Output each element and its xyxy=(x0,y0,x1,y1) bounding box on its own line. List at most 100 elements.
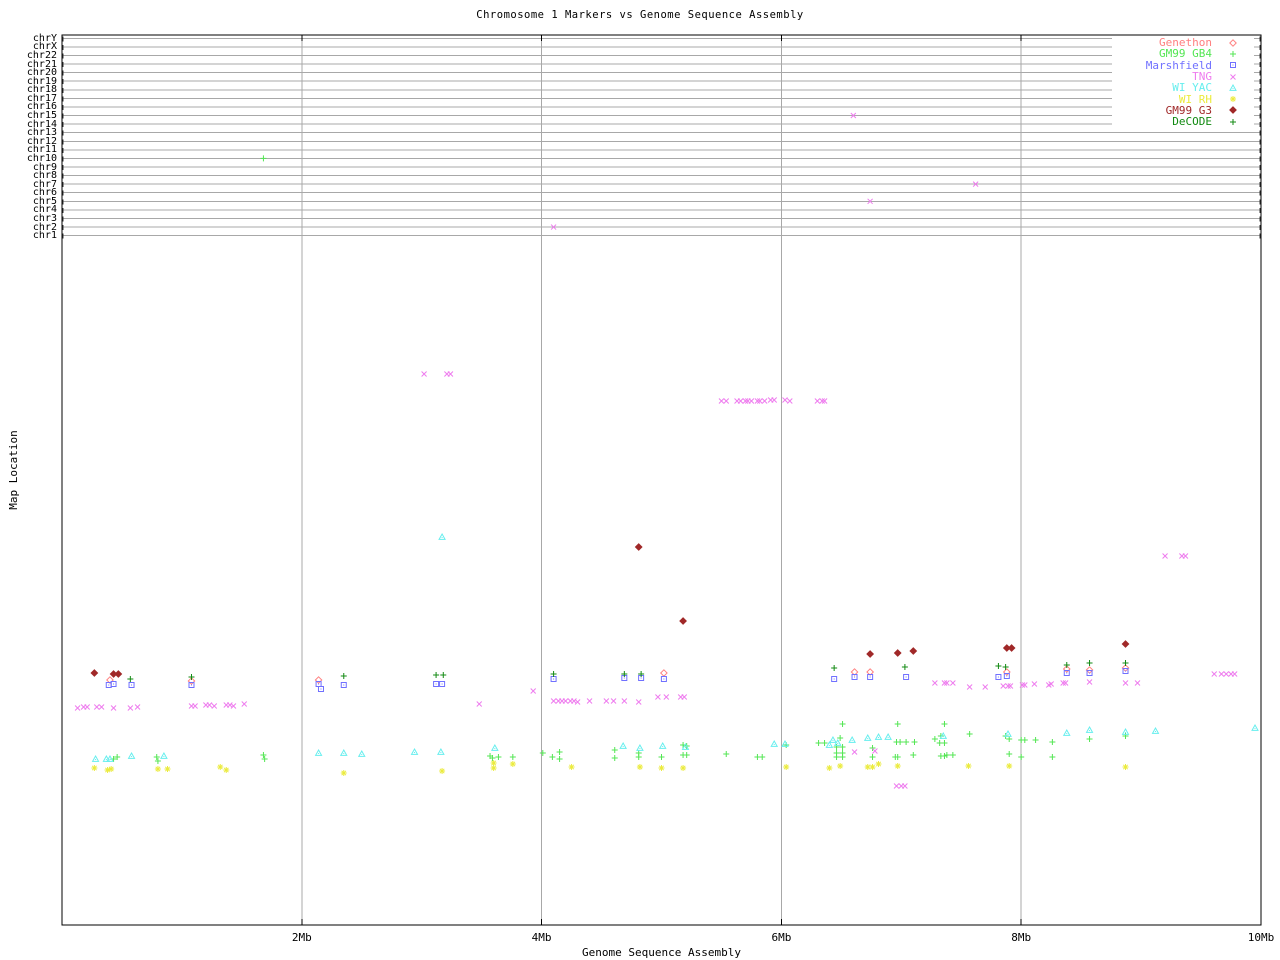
marker-cross xyxy=(206,702,213,708)
marker-cross xyxy=(663,694,670,700)
marker-triangle-open xyxy=(658,741,667,749)
marker-asterisk xyxy=(1006,763,1013,769)
marker-square-open-dot xyxy=(995,674,1002,680)
marker-cross xyxy=(786,398,793,404)
marker-diamond-fill xyxy=(1007,644,1016,652)
marker-cross xyxy=(574,699,581,705)
legend-row: Genethon xyxy=(1112,37,1254,48)
marker-cross xyxy=(610,698,617,704)
marker-cross xyxy=(1007,683,1014,689)
marker-plus xyxy=(759,754,766,760)
marker-triangle-open xyxy=(160,751,168,759)
legend-row: Marshfield xyxy=(1112,60,1254,71)
marker-triangle-open xyxy=(1085,725,1094,733)
chromosome-label-chrY: chrY xyxy=(32,32,57,44)
chromosome-label-chr4: chr4 xyxy=(32,204,57,216)
marker-square-open-dot xyxy=(1063,670,1070,676)
marker-square-open-dot xyxy=(105,682,112,688)
marker-diamond-open xyxy=(659,669,668,677)
marker-cross xyxy=(821,398,828,404)
marker-square-open-dot xyxy=(188,682,195,688)
marker-asterisk xyxy=(894,763,901,769)
legend-label: WI YAC xyxy=(1172,81,1212,95)
marker-square-open-dot xyxy=(128,682,135,688)
marker-plus xyxy=(966,731,973,737)
marker-plus xyxy=(903,739,910,745)
marker-cross xyxy=(893,783,900,789)
marker-triangle-open xyxy=(339,748,348,756)
chromosome-label-chr6: chr6 xyxy=(32,187,57,199)
marker-diamond-open xyxy=(1062,665,1071,673)
marker-cross xyxy=(550,224,557,230)
marker-cross xyxy=(1005,683,1011,689)
marker-diamond-fill xyxy=(866,650,875,658)
marker-square-open-dot xyxy=(660,676,667,682)
marker-triangle-open xyxy=(357,749,366,757)
marker-square-open-dot xyxy=(1122,668,1129,674)
marker-square-open-dot xyxy=(867,674,874,680)
marker-diamond-open xyxy=(314,676,323,684)
legend-row: WI YAC xyxy=(1112,82,1254,93)
marker-plus xyxy=(941,721,948,727)
marker-cross xyxy=(737,398,744,404)
chromosome-label-chr16: chr16 xyxy=(26,101,57,113)
marker-diamond-fill xyxy=(893,649,902,657)
marker-asterisk xyxy=(91,765,98,771)
marker-diamond-open xyxy=(866,668,875,676)
marker-triangle-open xyxy=(681,742,690,750)
marker-asterisk xyxy=(864,764,871,770)
chromosome-label-chr11: chr11 xyxy=(26,144,57,156)
marker-triangle-open xyxy=(939,731,948,739)
marker-plus xyxy=(611,755,618,761)
marker-cross xyxy=(754,398,761,404)
marker-diamond-open xyxy=(850,668,859,676)
marker-plus xyxy=(833,754,840,760)
marker-plus xyxy=(1230,118,1236,125)
marker-cross xyxy=(819,398,826,404)
chromosome-label-chr18: chr18 xyxy=(26,84,57,96)
marker-plus xyxy=(837,735,844,741)
marker-diamond-fill xyxy=(114,670,123,678)
marker-cross xyxy=(748,398,755,404)
marker-cross xyxy=(944,680,950,686)
chromosome-label-chr8: chr8 xyxy=(32,170,57,182)
marker-cross xyxy=(211,703,218,709)
marker-cross xyxy=(1223,671,1230,677)
marker-asterisk xyxy=(875,761,882,767)
marker-cross xyxy=(447,371,454,377)
marker-plus xyxy=(621,671,628,677)
marker-diamond-open xyxy=(1229,38,1237,47)
marker-cross xyxy=(562,698,569,704)
marker-plus xyxy=(1032,737,1039,743)
marker-plus xyxy=(995,663,1002,669)
marker-asterisk xyxy=(1230,96,1236,103)
marker-plus xyxy=(839,744,846,750)
marker-triangle-open xyxy=(781,739,789,747)
marker-cross xyxy=(718,398,725,404)
marker-cross xyxy=(421,371,427,377)
chromosome-label-chr7: chr7 xyxy=(32,178,57,190)
legend-row: GM99 G3 xyxy=(1112,105,1254,116)
marker-cross xyxy=(1019,682,1026,688)
legend-label: DeCODE xyxy=(1172,115,1212,129)
marker-cross xyxy=(530,688,537,694)
marker-asterisk xyxy=(568,764,575,770)
marker-diamond-fill xyxy=(679,617,687,625)
marker-cross xyxy=(966,684,973,690)
marker-asterisk xyxy=(869,764,876,770)
marker-plus xyxy=(723,751,730,757)
marker-diamond-fill xyxy=(909,647,918,655)
marker-cross xyxy=(982,684,989,690)
marker-plus xyxy=(1006,751,1013,757)
marker-cross xyxy=(227,702,233,708)
legend-label: TNG xyxy=(1192,70,1212,84)
marker-asterisk xyxy=(439,768,446,774)
marker-diamond-fill xyxy=(1121,640,1130,648)
marker-plus xyxy=(114,754,121,760)
marker-asterisk xyxy=(108,766,115,772)
marker-plus xyxy=(941,740,948,746)
marker-cross xyxy=(1134,680,1141,686)
marker-cross xyxy=(1060,680,1067,686)
